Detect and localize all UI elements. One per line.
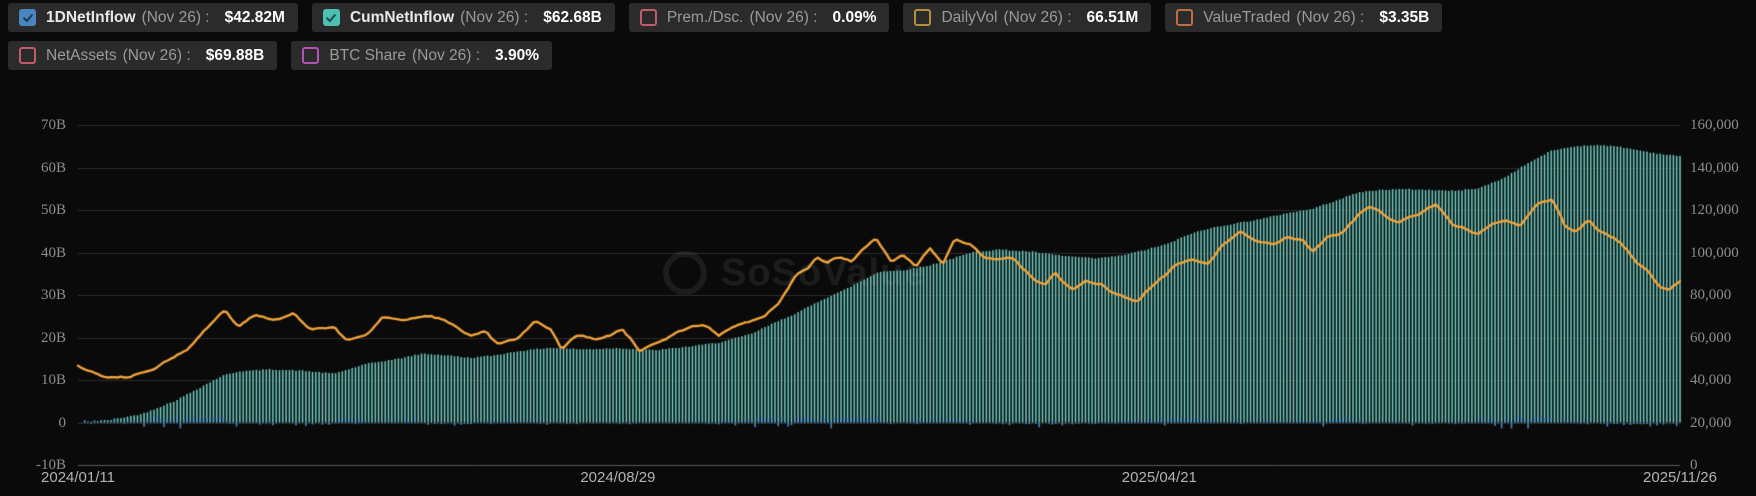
legend-label-daily-vol: DailyVol xyxy=(941,8,998,26)
left-axis-tick-50B: 50B xyxy=(40,202,66,218)
legend-item-daily-vol[interactable]: DailyVol (Nov 26) : 66.51M xyxy=(903,3,1152,32)
right-axis-tick-0: 0 xyxy=(1690,457,1698,473)
legend-label-net-assets: NetAssets xyxy=(46,46,117,64)
legend-label-1d-net-inflow: 1DNetInflow xyxy=(46,8,136,26)
right-axis-tick-100000: 100,000 xyxy=(1690,244,1739,261)
legend-label-cum-net-inflow: CumNetInflow xyxy=(349,8,455,26)
checkbox-prem-dsc[interactable] xyxy=(639,9,657,26)
checkbox-net-assets[interactable] xyxy=(19,47,36,64)
right-axis-tick-40000: 40,000 xyxy=(1690,372,1732,388)
legend-date-net-assets: (Nov 26) : xyxy=(122,46,191,64)
left-axis-tick-70B: 70B xyxy=(40,117,66,133)
legend-item-prem-dsc[interactable]: Prem./Dsc. (Nov 26) : 0.09% xyxy=(628,3,890,32)
checkbox-btc-share[interactable] xyxy=(302,47,320,64)
legend-label-btc-share: BTC Share xyxy=(329,46,406,64)
legend-item-cum-net-inflow[interactable]: CumNetInflow (Nov 26) : $62.68B xyxy=(311,3,615,32)
right-axis-tick-160000: 160,000 xyxy=(1690,117,1739,133)
right-axis-tick-60000: 60,000 xyxy=(1690,329,1732,346)
checkbox-value-traded[interactable] xyxy=(1176,9,1194,26)
legend-value-prem-dsc: 0.09% xyxy=(832,8,877,26)
legend-date-cum-net-inflow: (Nov 26) : xyxy=(460,8,529,26)
legend-item-net-assets[interactable]: NetAssets (Nov 26) : $69.88B xyxy=(8,41,278,70)
legend-value-net-assets: $69.88B xyxy=(205,46,265,64)
x-axis-tick-2024-01-11: 2024/01/11 xyxy=(41,469,115,486)
x-axis-tick-2025-04-21: 2025/04/21 xyxy=(1121,469,1197,486)
legend-date-value-traded: (Nov 26) : xyxy=(1296,8,1365,26)
legend-row-1: 1DNetInflow (Nov 26) : $42.82M CumNetInflow… xyxy=(8,3,1443,32)
right-axis-tick-120000: 120,000 xyxy=(1690,202,1739,218)
legend-item-1d-net-inflow[interactable]: 1DNetInflow (Nov 26) : $42.82M xyxy=(8,3,298,32)
legend-item-btc-share[interactable]: BTC Share (Nov 26) : 3.90% xyxy=(291,41,552,70)
x-axis-tick-2024-08-29: 2024/08/29 xyxy=(580,469,656,486)
checkbox-1d-net-inflow[interactable] xyxy=(19,9,36,26)
right-axis-tick-80000: 80,000 xyxy=(1690,287,1732,303)
legend-date-btc-share: (Nov 26) : xyxy=(411,46,481,64)
legend-value-value-traded: $3.35B xyxy=(1379,8,1430,26)
legend-item-value-traded[interactable]: ValueTraded (Nov 26) : $3.35B xyxy=(1165,3,1443,32)
right-axis-tick-20000: 20,000 xyxy=(1690,414,1732,431)
legend-date-prem-dsc: (Nov 26) : xyxy=(749,8,818,26)
left-axis-tick--10B: -10B xyxy=(36,457,66,473)
legend-value-btc-share: 3.90% xyxy=(495,46,539,64)
checkbox-cum-net-inflow[interactable] xyxy=(322,9,340,26)
legend-date-daily-vol: (Nov 26) : xyxy=(1003,8,1072,26)
chart-legend: 1DNetInflow (Nov 26) : $42.82M CumNetInflow… xyxy=(8,3,1443,79)
legend-value-daily-vol: 66.51M xyxy=(1086,8,1139,26)
left-axis-tick-60B: 60B xyxy=(40,159,66,176)
legend-value-1d-net-inflow: $42.82M xyxy=(224,8,285,26)
left-axis-tick-40B: 40B xyxy=(40,244,66,261)
legend-date-1d-net-inflow: (Nov 26) : xyxy=(141,8,210,26)
right-axis-tick-140000: 140,000 xyxy=(1690,159,1739,176)
left-axis-tick-20B: 20B xyxy=(40,329,66,346)
checkbox-daily-vol[interactable] xyxy=(914,9,932,26)
legend-label-value-traded: ValueTraded xyxy=(1203,8,1291,26)
legend-row-2: NetAssets (Nov 26) : $69.88B BTC Share (Nov … xyxy=(8,41,1442,70)
left-axis-tick-30B: 30B xyxy=(40,287,66,303)
left-axis-tick-10B: 10B xyxy=(40,372,66,388)
legend-label-prem-dsc: Prem./Dsc. xyxy=(666,8,744,26)
legend-value-cum-net-inflow: $62.68B xyxy=(543,8,602,26)
x-axis-tick-2025-11-26: 2025/11/26 xyxy=(1643,469,1717,486)
left-axis-tick-0: 0 xyxy=(58,414,67,431)
